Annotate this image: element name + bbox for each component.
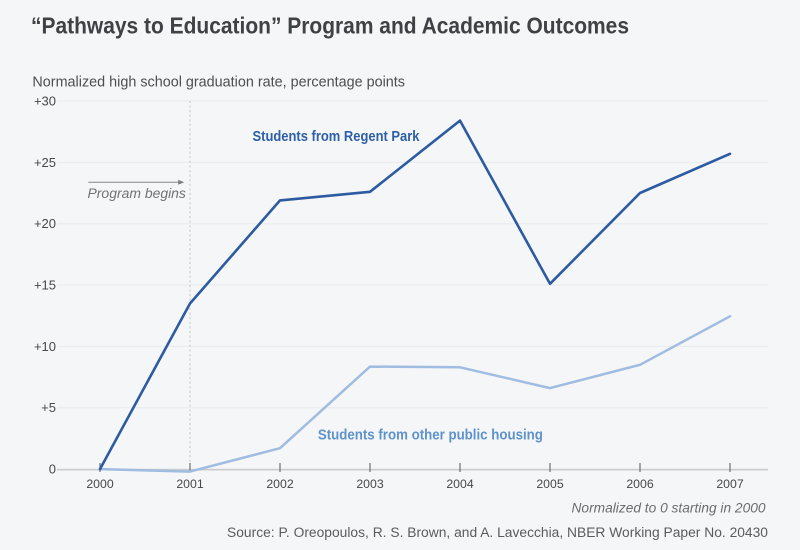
svg-text:2001: 2001: [176, 477, 204, 491]
svg-text:Students from other public hou: Students from other public housing: [318, 426, 543, 443]
svg-text:Students from Regent Park: Students from Regent Park: [253, 128, 421, 145]
svg-text:Source: P. Oreopoulos, R. S. B: Source: P. Oreopoulos, R. S. Brown, and …: [227, 525, 768, 540]
svg-text:0: 0: [49, 462, 56, 477]
svg-text:2000: 2000: [86, 477, 114, 491]
svg-text:2005: 2005: [536, 477, 564, 491]
svg-text:2006: 2006: [626, 477, 654, 491]
svg-text:+10: +10: [34, 339, 56, 354]
svg-text:+25: +25: [34, 155, 56, 170]
svg-text:+20: +20: [34, 216, 56, 231]
svg-text:Normalized high school graduat: Normalized high school graduation rate, …: [32, 75, 405, 91]
svg-text:Normalized to 0 starting in 20: Normalized to 0 starting in 2000: [572, 500, 766, 515]
svg-text:+15: +15: [34, 278, 56, 293]
svg-text:2004: 2004: [446, 477, 474, 491]
svg-text:“Pathways to Education” Progra: “Pathways to Education” Program and Acad…: [31, 12, 629, 38]
svg-text:2002: 2002: [266, 477, 294, 491]
svg-text:+30: +30: [34, 93, 56, 108]
svg-text:Program begins: Program begins: [88, 186, 187, 201]
svg-text:2003: 2003: [356, 477, 384, 491]
svg-text:+5: +5: [41, 400, 56, 415]
svg-text:2007: 2007: [716, 477, 744, 491]
